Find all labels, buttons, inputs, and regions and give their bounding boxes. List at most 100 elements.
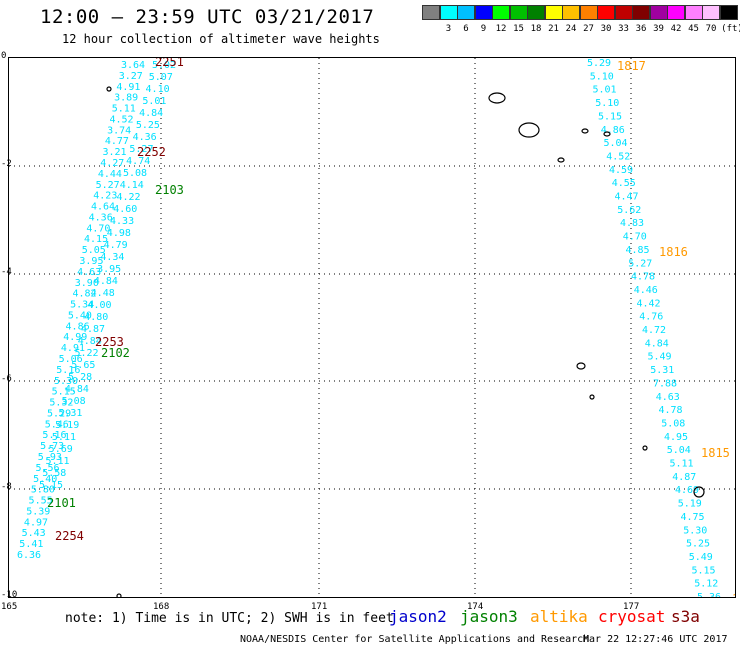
wave-height-label-west: 5.06 bbox=[59, 354, 83, 365]
wave-height-label-west: 4.77 bbox=[105, 136, 129, 147]
color-swatch-0 bbox=[422, 5, 440, 20]
x-tick-label: 174 bbox=[467, 602, 484, 612]
wave-height-label-east: 4.75 bbox=[681, 512, 705, 523]
color-swatch-9 bbox=[579, 5, 598, 20]
color-scale-label: 15 bbox=[513, 24, 524, 34]
wave-height-label-west-b: 5.11 bbox=[52, 432, 76, 443]
wave-height-label-west: 5.39 bbox=[26, 506, 50, 517]
map-svg: 3.643.274.913.895.114.523.744.773.214.27… bbox=[9, 58, 735, 597]
wave-height-label-east: 4.70 bbox=[623, 232, 647, 243]
generated-timestamp: Mar 22 12:27:46 UTC 2017 bbox=[583, 634, 728, 645]
color-scale-label: 33 bbox=[618, 24, 629, 34]
wave-height-label-west: 5.16 bbox=[42, 430, 66, 441]
wave-height-label-west-b: 4.36 bbox=[133, 132, 157, 143]
wave-height-label-west-b: 4.80 bbox=[84, 312, 108, 323]
island-outline bbox=[557, 157, 565, 163]
wave-height-label-east: 5.04 bbox=[667, 445, 691, 456]
color-swatch-5 bbox=[509, 5, 528, 20]
pass-time-label: 2102 bbox=[101, 346, 130, 360]
island-outline bbox=[603, 131, 611, 137]
wave-height-label-west: 4.91 bbox=[61, 343, 85, 354]
wave-height-label-east: 5.19 bbox=[678, 499, 702, 510]
y-tick-label: 0 bbox=[1, 51, 7, 61]
wave-height-label-west-b: 5.11 bbox=[45, 456, 69, 467]
color-swatch-10 bbox=[597, 5, 615, 20]
color-scale-label: 9 bbox=[480, 24, 487, 34]
wave-height-label-west-b: 4.22 bbox=[116, 192, 140, 203]
wave-height-label-west: 5.29 bbox=[47, 408, 71, 419]
wave-height-label-east: 4.63 bbox=[656, 392, 680, 403]
wave-height-label-west: 4.15 bbox=[84, 234, 108, 245]
pass-time-label: 2253 bbox=[95, 335, 124, 349]
wave-height-label-west: 5.43 bbox=[22, 528, 46, 539]
wave-height-label-west: 5.34 bbox=[70, 300, 94, 311]
wave-height-label-east: 5.04 bbox=[604, 138, 628, 149]
color-scale-label: 30 bbox=[600, 24, 612, 34]
wave-height-label-west: 5.32 bbox=[49, 398, 73, 409]
wave-height-label-west: 5.30 bbox=[54, 376, 78, 387]
wave-height-label-west: 5.73 bbox=[40, 441, 64, 452]
footer-note: note: 1) Time is in UTC; 2) SWH is in fe… bbox=[65, 611, 394, 626]
page-subtitle: 12 hour collection of altimeter wave hei… bbox=[62, 32, 380, 46]
wave-height-label-west-b: 5.27 bbox=[129, 144, 153, 155]
wave-height-label-west-b: 5.22 bbox=[75, 348, 99, 359]
wave-height-label-west-b: 5.02 bbox=[152, 60, 176, 71]
color-swatch-14 bbox=[667, 5, 685, 20]
wave-height-label-east: 4.59 bbox=[609, 165, 633, 176]
wave-height-label-east: 7.88 bbox=[653, 378, 677, 389]
wave-height-label-east: 5.36 bbox=[697, 592, 721, 597]
wave-height-label-east: 4.42 bbox=[637, 298, 661, 309]
island-outline bbox=[576, 362, 586, 370]
pass-time-label: 2101 bbox=[47, 496, 76, 510]
satellite-s3a: s3a bbox=[671, 607, 700, 626]
wave-height-label-east: 4.83 bbox=[620, 218, 644, 229]
wave-height-label-west-b: 4.48 bbox=[91, 288, 115, 299]
wave-height-label-west: 5.05 bbox=[82, 245, 106, 256]
wave-height-label-west-b: 5.01 bbox=[142, 96, 166, 107]
color-scale-label: 27 bbox=[583, 24, 594, 34]
wave-height-label-west: 5.46 bbox=[45, 419, 69, 430]
island-outline bbox=[642, 445, 648, 451]
island-outline bbox=[581, 128, 589, 134]
wave-height-label-east: 5.10 bbox=[590, 71, 614, 82]
wave-height-label-west: 4.97 bbox=[24, 517, 48, 528]
island-outline bbox=[116, 593, 122, 597]
wave-height-label-east: 5.11 bbox=[670, 459, 694, 470]
wave-height-label-west: 5.11 bbox=[112, 104, 136, 115]
wave-height-label-east: 5.01 bbox=[593, 85, 617, 96]
wave-height-label-west: 4.82 bbox=[72, 289, 96, 300]
y-tick-label: -6 bbox=[1, 374, 12, 384]
wave-height-label-west-b: 4.00 bbox=[87, 300, 111, 311]
wave-height-label-west-b: 5.65 bbox=[71, 360, 95, 371]
y-tick-label: -2 bbox=[1, 159, 12, 169]
island-outline bbox=[106, 86, 112, 92]
wave-height-label-east: 4.69 bbox=[675, 485, 699, 496]
color-swatch-15 bbox=[684, 5, 703, 20]
wave-height-label-west: 5.56 bbox=[35, 463, 59, 474]
pass-time-label: 1 bbox=[732, 592, 735, 597]
wave-height-label-west: 4.23 bbox=[93, 191, 117, 202]
wave-height-label-east: 4.95 bbox=[664, 432, 688, 443]
color-swatch-8 bbox=[562, 5, 580, 20]
wave-height-label-east: 5.49 bbox=[689, 552, 713, 563]
wave-height-label-west: 6.36 bbox=[17, 550, 41, 561]
wave-height-label-west: 5.40 bbox=[68, 310, 92, 321]
wave-height-label-west: 3.74 bbox=[107, 125, 131, 136]
island-outline bbox=[518, 122, 540, 138]
wave-height-label-west-b: 5.28 bbox=[68, 372, 92, 383]
wave-height-label-east: 5.31 bbox=[650, 365, 674, 376]
wave-height-label-west-b: 4.34 bbox=[100, 252, 124, 263]
wave-height-label-west: 3.90 bbox=[75, 278, 99, 289]
color-swatch-1 bbox=[439, 5, 458, 20]
satellite-cryosat: cryosat bbox=[598, 607, 666, 626]
wave-height-label-west-b: 4.84 bbox=[65, 384, 89, 395]
island-outline bbox=[589, 394, 595, 400]
x-tick-label: 165 bbox=[1, 602, 18, 612]
wave-height-label-east: 5.49 bbox=[648, 352, 672, 363]
wave-height-label-west: 4.91 bbox=[116, 82, 140, 93]
color-swatch-12 bbox=[632, 5, 650, 20]
wave-height-label-west: 5.15 bbox=[52, 387, 76, 398]
map-plot-area: 3.64 3.27 4.91 3.89 5.11 4.52 3.74 4.77 3.21 4.27… bbox=[1, 51, 736, 612]
wave-height-label-east: 4.55 bbox=[612, 178, 636, 189]
wave-height-label-west-b: 5.08 bbox=[123, 168, 147, 179]
